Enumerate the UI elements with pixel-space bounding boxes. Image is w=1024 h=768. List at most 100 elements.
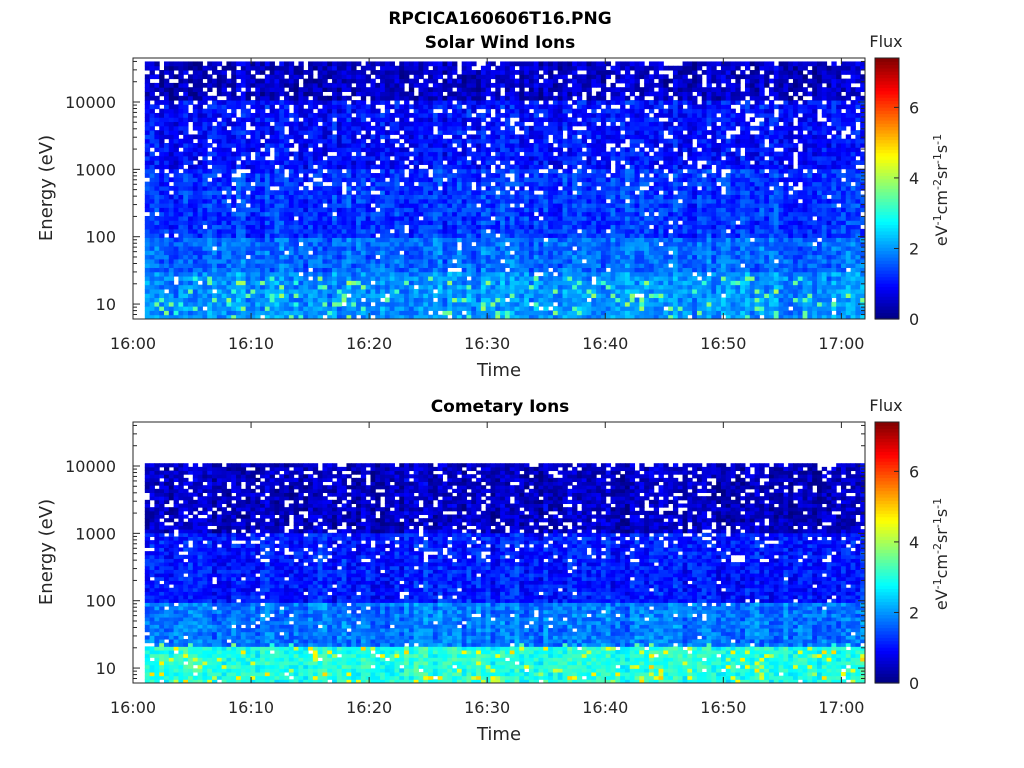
spectrogram-cell	[341, 211, 347, 217]
spectrogram-cell	[356, 284, 362, 290]
spectrogram-cell	[207, 293, 213, 299]
spectrogram-cell	[164, 203, 170, 208]
spectrogram-cell	[384, 288, 391, 294]
spectrogram-cell	[346, 301, 352, 307]
spectrogram-cell	[432, 143, 439, 148]
spectrogram-cell	[480, 143, 487, 148]
spectrogram-cell	[245, 306, 251, 311]
spectrogram-cell	[288, 95, 295, 101]
spectrogram-cell	[543, 258, 549, 264]
spectrogram-cell	[212, 233, 218, 238]
spectrogram-cell	[303, 203, 309, 208]
spectrogram-cell	[168, 306, 175, 311]
spectrogram-cell	[332, 82, 338, 88]
spectrogram-cell	[432, 224, 439, 230]
spectrogram-cell	[500, 310, 506, 316]
spectrogram-cell	[476, 198, 482, 204]
spectrogram-cell	[380, 121, 386, 127]
spectrogram-cell	[524, 160, 530, 165]
spectrogram-cell	[524, 91, 530, 97]
spectrogram-cell	[274, 112, 280, 118]
spectrogram-cell	[384, 117, 391, 123]
spectrogram-cell	[428, 108, 434, 114]
spectrogram-cell	[384, 138, 391, 144]
spectrogram-cell	[370, 181, 376, 187]
spectrogram-cell	[476, 130, 482, 135]
spectrogram-cell	[418, 207, 424, 213]
spectrogram-cell	[514, 310, 520, 316]
spectrogram-cell	[447, 241, 453, 247]
spectrogram-cell	[572, 155, 578, 161]
spectrogram-cell	[480, 207, 487, 213]
spectrogram-cell	[202, 241, 208, 247]
spectrogram-cell	[264, 143, 271, 148]
spectrogram-cell	[154, 310, 160, 316]
spectrogram-cell	[384, 112, 391, 118]
spectrogram-cell	[293, 271, 299, 277]
spectrogram-cell	[562, 151, 568, 157]
spectrogram-cell	[399, 121, 405, 127]
spectrogram-cell	[471, 237, 477, 243]
spectrogram-cell	[221, 220, 227, 226]
spectrogram-cell	[216, 237, 223, 243]
spectrogram-cell	[231, 185, 237, 191]
spectrogram-cell	[322, 211, 328, 217]
spectrogram-cell	[418, 190, 424, 196]
spectrogram-cell	[149, 164, 155, 170]
spectrogram-cell	[543, 297, 549, 303]
spectrogram-cell	[461, 241, 467, 247]
spectrogram-cell	[264, 233, 271, 238]
spectrogram-cell	[236, 117, 242, 123]
spectrogram-cell	[332, 297, 338, 303]
spectrogram-cell	[226, 143, 232, 148]
spectrogram-cell	[452, 61, 458, 67]
spectrogram-cell	[351, 61, 357, 67]
spectrogram-cell	[288, 211, 295, 217]
spectrogram-cell	[346, 104, 352, 110]
spectrogram-cell	[231, 224, 237, 230]
spectrogram-cell	[279, 87, 285, 92]
spectrogram-cell	[240, 130, 247, 135]
spectrogram-cell	[346, 125, 352, 131]
spectrogram-cell	[538, 185, 544, 191]
spectrogram-cell	[572, 181, 578, 187]
spectrogram-cell	[212, 293, 218, 299]
spectrogram-cell	[466, 250, 472, 256]
spectrogram-cell	[456, 117, 463, 123]
spectrogram-cell	[164, 314, 170, 320]
spectrogram-cell	[480, 224, 487, 230]
spectrogram-cell	[423, 65, 429, 71]
spectrogram-cell	[442, 155, 448, 161]
spectrogram-cell	[509, 246, 515, 251]
spectrogram-cell	[504, 228, 511, 234]
spectrogram-cell	[255, 288, 261, 294]
spectrogram-cell	[245, 310, 251, 316]
spectrogram-cell	[576, 100, 583, 105]
spectrogram-cell	[351, 314, 357, 320]
spectrogram-cell	[260, 267, 266, 273]
spectrogram-cell	[413, 233, 419, 238]
spectrogram-cell	[447, 185, 453, 191]
spectrogram-cell	[476, 241, 482, 247]
spectrogram-cell	[365, 237, 371, 243]
spectrogram-cell	[504, 271, 511, 277]
spectrogram-cell	[293, 310, 299, 316]
spectrogram-cell	[495, 117, 501, 123]
spectrogram-cell	[548, 143, 554, 148]
spectrogram-cell	[543, 224, 549, 230]
spectrogram-cell	[298, 284, 304, 290]
spectrogram-cell	[284, 220, 290, 226]
spectrogram-cell	[178, 87, 184, 92]
spectrogram-cell	[288, 288, 295, 294]
spectrogram-cell	[264, 61, 271, 67]
spectrogram-cell	[216, 288, 223, 294]
spectrogram-cell	[212, 61, 218, 67]
spectrogram-cell	[466, 185, 472, 191]
spectrogram-cell	[480, 151, 487, 157]
spectrogram-cell	[413, 134, 419, 140]
spectrogram-cell	[279, 134, 285, 140]
spectrogram-cell	[557, 280, 564, 286]
spectrogram-cell	[149, 250, 155, 256]
spectrogram-cell	[351, 220, 357, 226]
spectrogram-cell	[533, 168, 540, 174]
